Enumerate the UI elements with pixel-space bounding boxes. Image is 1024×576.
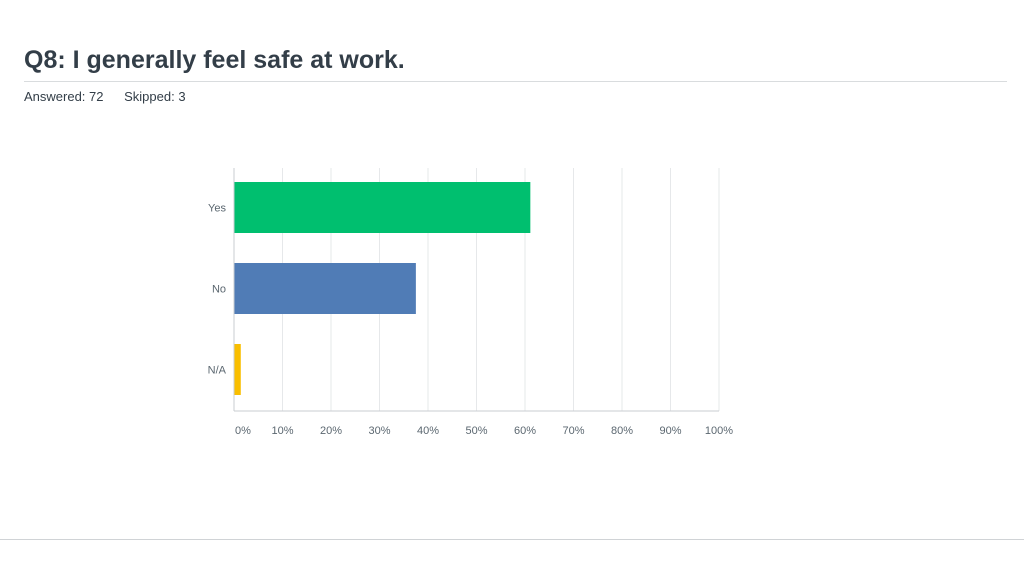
x-tick-label: 90%	[659, 425, 681, 437]
x-tick-label: 50%	[465, 425, 487, 437]
x-tick-label: 20%	[320, 425, 342, 437]
bar-no	[234, 263, 416, 314]
footer-divider	[0, 539, 1024, 540]
question-title: Q8: I generally feel safe at work.	[24, 46, 405, 74]
x-tick-label: 80%	[611, 425, 633, 437]
category-label: Yes	[208, 203, 226, 215]
bar-na	[234, 344, 241, 395]
x-tick-label: 70%	[562, 425, 584, 437]
title-divider	[24, 81, 1007, 82]
answered-count: Answered: 72	[24, 89, 104, 104]
bar-yes	[234, 182, 531, 233]
x-tick-label: 30%	[368, 425, 390, 437]
x-tick-label: 100%	[705, 425, 733, 437]
chart-axis	[233, 168, 719, 412]
chart-bars	[234, 182, 531, 395]
x-tick-label: 60%	[514, 425, 536, 437]
chart-category-labels: Yes No N/A	[208, 203, 227, 377]
x-tick-label: 0%	[235, 425, 251, 437]
x-tick-label: 40%	[417, 425, 439, 437]
category-label: No	[212, 284, 226, 296]
skipped-count: Skipped: 3	[124, 89, 186, 104]
response-stats: Answered: 72 Skipped: 3	[24, 89, 186, 104]
category-label: N/A	[208, 365, 227, 377]
chart-tick-labels: 0% 10% 20% 30% 40% 50% 60% 70% 80% 90% 100%	[235, 425, 733, 437]
x-tick-label: 10%	[271, 425, 293, 437]
